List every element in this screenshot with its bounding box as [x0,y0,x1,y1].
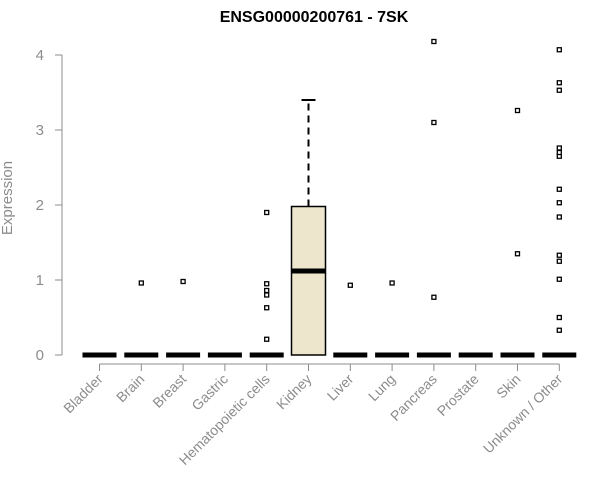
plot-area [82,38,577,358]
outlier-point [431,38,437,45]
x-tick-label: Breast [149,371,189,411]
y-tick-label: 3 [36,122,44,139]
y-axis: 0 1 2 3 4 [36,47,63,364]
x-tick-label: Unknown / Other [480,371,566,457]
outlier-point [264,292,270,298]
outlier-point [556,200,562,206]
outlier-point [431,294,437,300]
x-tick-label: Skin [493,371,524,402]
box-7 [375,280,410,358]
x-tick-label: Brain [113,371,147,405]
y-tick-label: 2 [36,197,44,214]
outlier-point [264,287,270,294]
x-tick-label: Prostate [434,371,482,419]
outlier-point [138,280,144,286]
box-11 [542,47,577,358]
outlier-point [556,276,562,282]
box-10 [500,107,535,358]
outlier-point [347,282,353,288]
outlier-point [514,107,521,114]
chart-title: ENSG00000200761 - 7SK [220,9,409,26]
x-tick-label: Liver [324,371,357,404]
outlier-point [556,186,562,192]
x-tick-label: Kidney [273,371,315,413]
y-axis-label: Expression [0,161,16,235]
outlier-point [556,149,562,156]
box-1 [124,280,159,358]
y-tick-label: 1 [36,272,44,289]
y-tick-label: 4 [36,47,44,64]
outlier-point [556,252,562,258]
outlier-point [264,209,270,216]
outlier-point [556,47,562,53]
y-tick-label: 0 [36,347,44,364]
outlier-point [264,305,270,311]
box-body [290,205,327,356]
outlier-point [514,251,521,257]
outlier-point [556,87,562,93]
box-5 [290,99,327,356]
x-tick-label: Lung [365,371,398,404]
outlier-point [264,336,270,342]
outlier-point [264,281,270,287]
outlier-point [556,80,562,86]
outlier-point [389,280,395,286]
box-2 [166,278,201,358]
outlier-point [556,327,562,333]
outlier-point [556,258,562,264]
outlier-point [556,214,562,220]
outlier-point [556,145,562,151]
outlier-point [180,278,186,285]
box-4 [249,209,284,358]
outlier-point [556,314,562,321]
box-6 [333,282,368,358]
x-tick-label: Bladder [60,371,106,417]
box-8 [416,38,451,358]
outlier-point [431,119,437,126]
